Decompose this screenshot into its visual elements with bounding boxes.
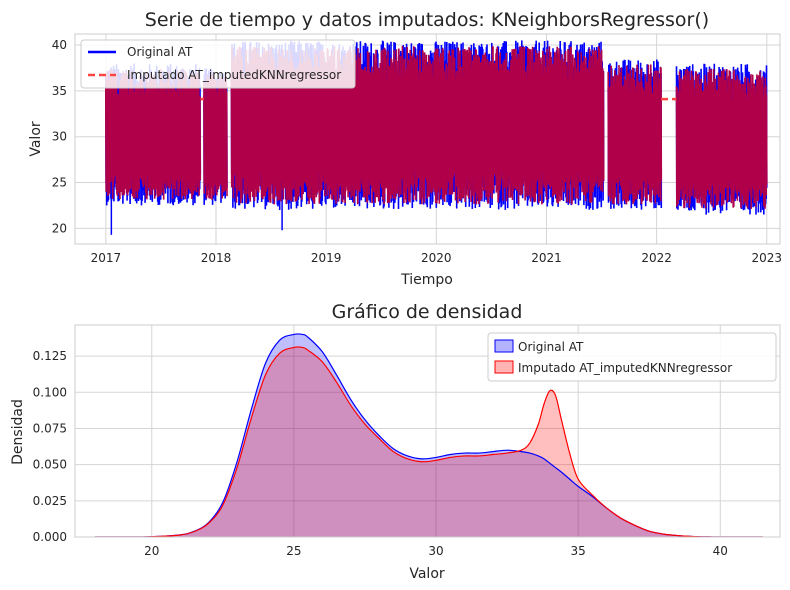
timeseries-chart: Serie de tiempo y datos imputados: KNeig… <box>28 9 782 288</box>
chart1-imputed-series-segment <box>607 64 663 205</box>
chart1-imputed-series-segment <box>105 68 202 200</box>
chart2-legend-label-imputed: Imputado AT_imputedKNNregressor <box>518 361 732 375</box>
chart2-y-tick-label: 0.000 <box>33 530 67 544</box>
chart1-y-tick-label: 35 <box>52 84 67 98</box>
chart2-x-ticks: 20 25 30 35 40 <box>144 544 728 558</box>
chart2-y-tick-label: 0.050 <box>33 458 67 472</box>
chart1-x-tick-label: 2017 <box>91 251 122 265</box>
chart1-data <box>105 40 768 235</box>
chart1-x-tick-label: 2020 <box>421 251 452 265</box>
chart1-legend-label-original: Original AT <box>127 45 193 59</box>
chart2-legend-swatch-imputed <box>494 360 514 374</box>
chart2-x-tick-label: 35 <box>571 544 586 558</box>
chart1-y-ticks: 20 25 30 35 40 <box>52 38 67 235</box>
chart2-legend: Original AT Imputado AT_imputedKNNregres… <box>487 332 777 382</box>
chart2-density-line-imputed <box>94 346 763 537</box>
chart1-ylabel: Valor <box>28 121 44 157</box>
chart1-imputed-series-segment <box>203 73 228 200</box>
chart1-x-ticks: 2017 2018 2019 2020 2021 2022 2023 <box>91 251 782 265</box>
chart1-x-tick-label: 2023 <box>752 251 783 265</box>
chart2-x-tick-label: 40 <box>713 544 728 558</box>
density-chart: Gráfico de densidad 20 25 30 35 40 0.000 0.02… <box>10 301 781 582</box>
chart1-y-tick-label: 25 <box>52 176 67 190</box>
chart2-density-area-imputed <box>94 346 763 537</box>
chart2-y-tick-label: 0.125 <box>33 349 67 363</box>
chart2-x-tick-label: 20 <box>144 544 159 558</box>
chart2-y-ticks: 0.000 0.025 0.050 0.075 0.100 0.125 <box>33 349 67 544</box>
chart2-legend-label-original: Original AT <box>518 340 584 354</box>
chart2-y-tick-label: 0.100 <box>33 385 67 399</box>
chart1-imputed-series-segment <box>230 45 605 205</box>
chart1-frame <box>74 33 781 245</box>
chart2-y-tick-label: 0.025 <box>33 494 67 508</box>
chart1-title: Serie de tiempo y datos imputados: KNeig… <box>145 9 709 31</box>
chart2-title: Gráfico de densidad <box>332 301 523 323</box>
chart1-y-tick-label: 40 <box>52 38 67 52</box>
chart2-legend-swatch-original <box>494 339 514 353</box>
chart2-x-tick-label: 25 <box>286 544 301 558</box>
chart1-legend-label-imputed: Imputado AT_imputedKNNregressor <box>127 68 341 82</box>
chart2-legend-box <box>487 332 777 382</box>
chart2-y-tick-label: 0.075 <box>33 421 67 435</box>
chart1-y-tick-label: 20 <box>52 221 67 235</box>
chart1-y-tick-label: 30 <box>52 130 67 144</box>
chart2-x-tick-label: 30 <box>428 544 443 558</box>
chart1-legend-box <box>80 39 356 89</box>
chart1-x-tick-label: 2018 <box>201 251 232 265</box>
chart1-xlabel: Tiempo <box>400 272 453 288</box>
chart2-xlabel: Valor <box>409 566 445 582</box>
chart1-imputed-series-segment <box>675 68 768 209</box>
chart2-frame <box>74 324 781 538</box>
chart2-data <box>94 333 763 537</box>
chart2-ylabel: Densidad <box>10 399 26 465</box>
chart1-x-tick-label: 2022 <box>641 251 672 265</box>
chart1-legend: Original AT Imputado AT_imputedKNNregres… <box>80 39 356 89</box>
chart1-x-tick-label: 2021 <box>531 251 562 265</box>
chart1-x-tick-label: 2019 <box>311 251 342 265</box>
